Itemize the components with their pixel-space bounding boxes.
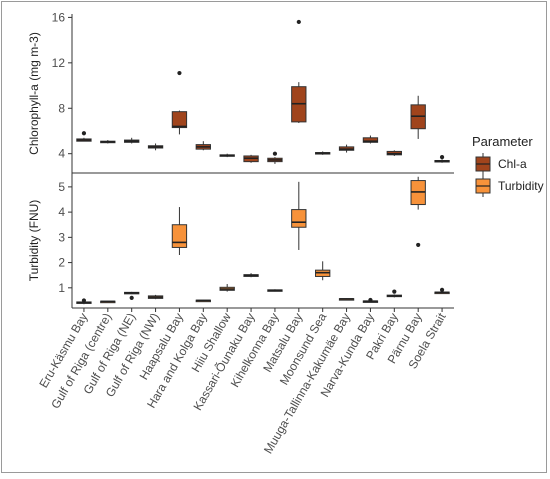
box-chl-a-14: [410, 95, 426, 139]
y-tick-label: 8: [58, 101, 65, 115]
legend-title: Parameter: [472, 134, 533, 149]
box-chl-a-12: [362, 135, 379, 144]
outlier-point: [296, 19, 301, 25]
outlier-point: [129, 295, 134, 301]
box-iqr: [291, 209, 307, 228]
box-turbidity-5: [195, 299, 211, 303]
outlier-point: [81, 131, 87, 136]
turbidity-panel: 1 2 3 4 5 Turbidity (FNU): [27, 172, 454, 309]
figure-frame: 4 8 12 16 Chlorophyll-a (mg m-3) 1 2 3 4 5 Turbid…: [1, 1, 547, 473]
box-turbidity-15: [434, 287, 450, 295]
box-chl-a-1: [100, 140, 116, 144]
box-turbidity-7: [243, 273, 259, 278]
box-turbidity-6: [219, 284, 235, 292]
y-tick-label: 16: [52, 10, 66, 24]
y-axis-title: Chlorophyll-a (mg m-3): [27, 32, 41, 155]
y-tick-label: 12: [52, 56, 66, 70]
legend: Parameter Chl-a Turbidity: [472, 134, 544, 197]
box-turbidity-3: [147, 294, 164, 300]
box-chl-a-10: [315, 151, 331, 155]
outlier-point: [81, 298, 87, 303]
box-turbidity-4: [171, 207, 188, 256]
box-iqr: [171, 111, 188, 129]
box-chl-a-8: [267, 151, 283, 164]
legend-key-chl-a: [475, 153, 491, 175]
box-turbidity-1: [100, 300, 116, 304]
chl-a-panel: 4 8 12 16 Chlorophyll-a (mg m-3): [27, 10, 450, 173]
y-tick-label: 3: [58, 230, 65, 244]
y-axis-title: Turbidity (FNU): [27, 200, 41, 282]
box-chl-a-13: [386, 150, 402, 156]
box-chl-a-3: [147, 143, 164, 151]
outlier-point: [416, 242, 421, 248]
box-turbidity-14: [410, 176, 426, 248]
box-chl-a-9: [291, 19, 307, 124]
box-turbidity-8: [267, 289, 283, 292]
outlier-point: [272, 151, 278, 156]
box-chl-a-6: [219, 153, 235, 158]
y-tick-label: 4: [58, 147, 65, 161]
legend-label: Turbidity: [498, 179, 544, 193]
box-chl-a-2: [124, 137, 140, 144]
box-iqr: [171, 224, 188, 248]
y-tick-label: 5: [58, 180, 65, 194]
box-turbidity-2: [124, 291, 140, 301]
box-chl-a-7: [243, 154, 259, 163]
y-tick-label: 4: [58, 205, 65, 219]
outlier-point: [439, 287, 445, 292]
outlier-point: [368, 297, 373, 303]
box-turbidity-13: [386, 289, 402, 298]
legend-key-turbidity: [475, 175, 491, 197]
outlier-point: [177, 70, 182, 76]
box-turbidity-11: [338, 298, 355, 301]
y-tick-label: 1: [58, 281, 65, 295]
box-chl-a-15: [434, 155, 450, 163]
y-tick-label: 2: [58, 256, 65, 270]
box-chl-a-4: [171, 70, 188, 135]
box-chl-a-0: [76, 131, 92, 142]
outlier-point: [392, 289, 397, 294]
box-turbidity-9: [291, 181, 307, 250]
box-turbidity-0: [76, 298, 92, 305]
box-chl-a-5: [195, 141, 211, 151]
box-turbidity-12: [362, 297, 379, 303]
legend-label: Chl-a: [498, 157, 527, 171]
box-chl-a-11: [338, 144, 355, 153]
box-iqr: [362, 137, 379, 143]
outlier-point: [439, 155, 445, 160]
box-turbidity-10: [315, 261, 331, 281]
